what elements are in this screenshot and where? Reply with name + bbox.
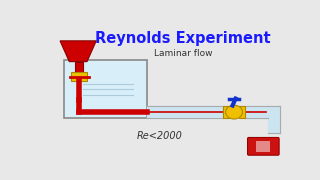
- FancyBboxPatch shape: [248, 138, 279, 155]
- FancyBboxPatch shape: [75, 62, 83, 74]
- Text: Reynolds Experiment: Reynolds Experiment: [95, 31, 271, 46]
- FancyBboxPatch shape: [239, 106, 245, 118]
- FancyBboxPatch shape: [71, 72, 87, 81]
- Text: Laminar flow: Laminar flow: [154, 50, 212, 59]
- Ellipse shape: [226, 105, 243, 119]
- FancyBboxPatch shape: [256, 141, 270, 152]
- FancyBboxPatch shape: [223, 106, 229, 118]
- Text: Re<2000: Re<2000: [137, 130, 183, 141]
- FancyBboxPatch shape: [64, 60, 147, 118]
- Polygon shape: [60, 41, 96, 62]
